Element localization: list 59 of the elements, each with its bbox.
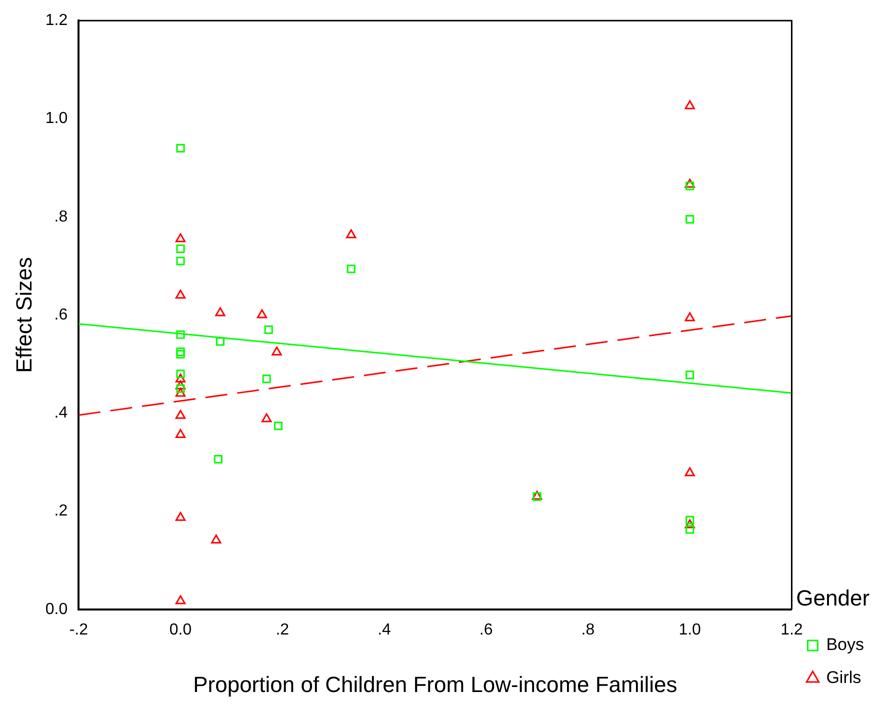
- point: [175, 374, 186, 383]
- point: [346, 264, 356, 274]
- point: [175, 410, 186, 419]
- x-tick-label: 0.0: [169, 621, 192, 638]
- point: [684, 519, 695, 528]
- point: [686, 182, 694, 190]
- point: [176, 348, 185, 356]
- x-tick-label: 1.2: [780, 621, 803, 638]
- x-tick-label: .4: [378, 621, 392, 638]
- point: [176, 384, 185, 393]
- x-axis-title: Proportion of Children From Low-income Families: [193, 672, 678, 697]
- legend-label: Girls: [826, 668, 862, 688]
- point: [214, 454, 222, 464]
- point: [215, 307, 226, 316]
- point: [272, 346, 282, 356]
- point: [176, 370, 185, 378]
- point: [175, 512, 186, 521]
- point: [686, 525, 694, 534]
- y-tick-label: 1.0: [45, 110, 68, 128]
- point: [175, 290, 186, 299]
- point: [175, 388, 186, 397]
- point: [176, 144, 185, 152]
- point: [176, 244, 185, 254]
- point: [175, 380, 186, 390]
- x-tick-label: .8: [581, 621, 595, 638]
- point: [176, 256, 185, 266]
- y-tick-label: 1.2: [45, 12, 68, 30]
- point: [175, 233, 186, 242]
- y-tick-label: .6: [54, 306, 68, 324]
- point: [216, 337, 225, 346]
- point: [176, 350, 185, 359]
- y-tick-label: .8: [54, 208, 68, 226]
- x-tick-label: -.2: [69, 621, 88, 638]
- point: [686, 215, 694, 224]
- y-tick-label: 0.0: [45, 600, 68, 618]
- x-tick-label: .6: [479, 621, 493, 638]
- point: [274, 422, 283, 430]
- legend-title: Gender: [796, 586, 870, 611]
- legend-label: Boys: [826, 635, 864, 654]
- point: [262, 374, 271, 384]
- point: [684, 467, 695, 476]
- point: [684, 312, 695, 322]
- point: [256, 309, 268, 318]
- point: [684, 178, 695, 188]
- point: [686, 370, 694, 380]
- point: [684, 100, 695, 110]
- point: [264, 325, 273, 334]
- point: [175, 428, 186, 438]
- y-axis-title: Effect Sizes: [11, 257, 36, 373]
- point: [176, 330, 185, 339]
- point: [175, 595, 186, 604]
- point: [262, 413, 272, 422]
- x-tick-label: 1.0: [678, 621, 702, 638]
- point: [346, 229, 356, 238]
- x-tick-label: .2: [276, 621, 290, 638]
- y-tick-label: .2: [54, 502, 68, 520]
- point: [211, 534, 222, 544]
- y-tick-label: .4: [54, 404, 68, 422]
- point: [686, 516, 694, 524]
